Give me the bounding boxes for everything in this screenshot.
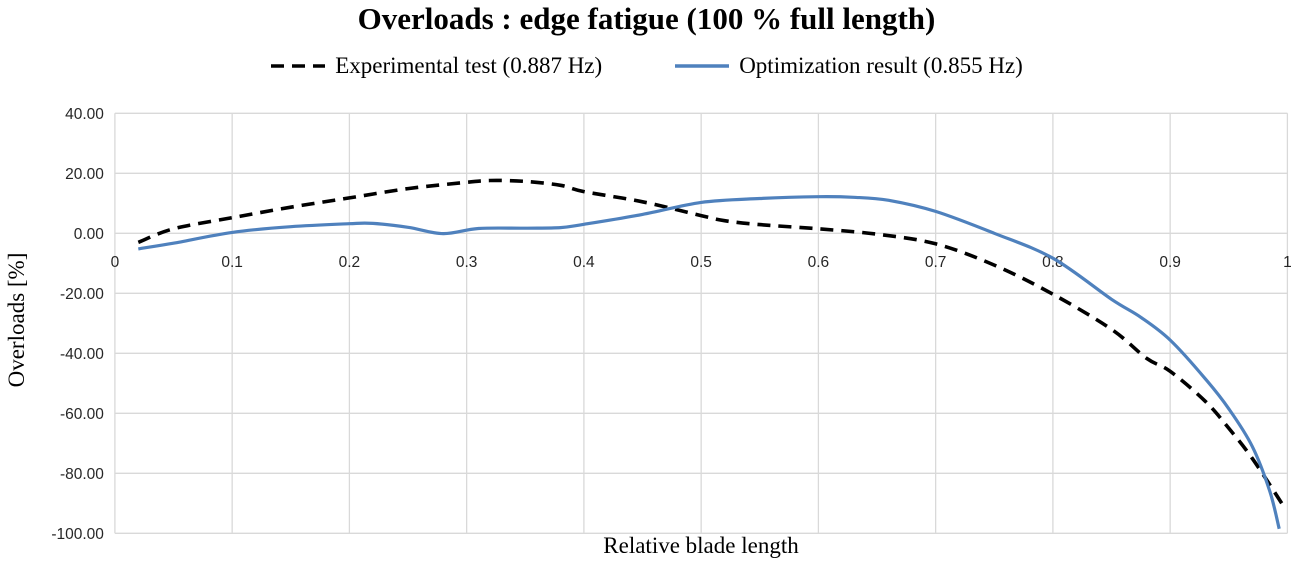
legend-label-optimization: Optimization result (0.855 Hz) [739,53,1023,78]
x-tick-label: 0.7 [925,254,947,271]
legend-label-experimental: Experimental test (0.887 Hz) [335,53,603,78]
y-tick-label: -20.00 [60,286,104,303]
x-tick-label: 0.3 [456,254,478,271]
y-tick-label: -40.00 [60,346,104,363]
legend-swatch-solid [675,64,730,68]
y-tick-label: -60.00 [60,406,104,423]
x-tick-label: 0.4 [573,254,595,271]
legend-swatch-dashed [271,64,326,68]
x-axis-title: Relative blade length [603,533,799,558]
x-tick-label: 0 [111,254,120,271]
y-tick-label: 40.00 [65,106,104,123]
x-tick-label: 0.5 [690,254,712,271]
x-tick-label: 0.8 [1042,254,1064,271]
x-tick-label: 0.6 [808,254,830,271]
legend-item-optimization[interactable]: Optimization result (0.855 Hz) [674,53,1023,79]
series-line-experimental [137,178,1285,506]
legend: Experimental test (0.887 Hz) Optimizatio… [0,53,1293,79]
y-tick-label: 20.00 [65,166,104,183]
y-axis-title: Overloads [%] [4,252,29,388]
x-tick-label: 0.1 [221,254,243,271]
y-tick-label: -80.00 [60,466,104,483]
x-tick-label: 1 [1283,254,1292,271]
chart-title: Overloads : edge fatigue (100 % full len… [357,1,936,36]
series-line-optimization [138,195,1281,530]
y-tick-label: -100.00 [51,526,104,543]
legend-item-experimental[interactable]: Experimental test (0.887 Hz) [270,53,602,79]
x-tick-label: 0.9 [1159,254,1181,271]
y-tick-label: 0.00 [74,226,105,243]
x-tick-label: 0.2 [339,254,361,271]
